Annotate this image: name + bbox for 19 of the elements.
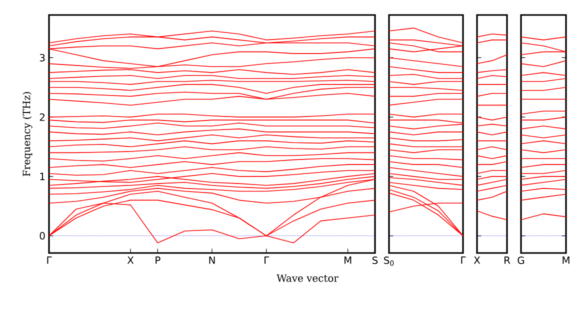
y-tick-label: 0: [40, 232, 45, 240]
x-tick-label: Γ: [47, 256, 52, 264]
x-tick-label: S$_{0}$: [384, 256, 394, 266]
x-axis-title: Wave vector: [276, 274, 338, 282]
x-tick-label: X: [474, 256, 480, 264]
x-tick-label: N: [209, 256, 215, 264]
x-tick-label: G: [518, 256, 524, 264]
y-tick-label: 1: [40, 172, 45, 180]
y-tick-label: 2: [40, 113, 44, 121]
y-tick-label: 3: [40, 54, 45, 62]
x-tick-label: M: [344, 256, 352, 264]
x-tick-label: Γ: [264, 256, 270, 264]
x-tick-label: M: [562, 256, 570, 264]
x-tick-label: Γ: [461, 256, 466, 264]
x-tick-label: R: [504, 256, 510, 264]
y-axis-title: Frequency (THz): [22, 92, 32, 176]
x-tick-label: X: [127, 256, 134, 264]
x-tick-label: P: [156, 256, 160, 264]
x-tick-label: S: [372, 256, 378, 264]
